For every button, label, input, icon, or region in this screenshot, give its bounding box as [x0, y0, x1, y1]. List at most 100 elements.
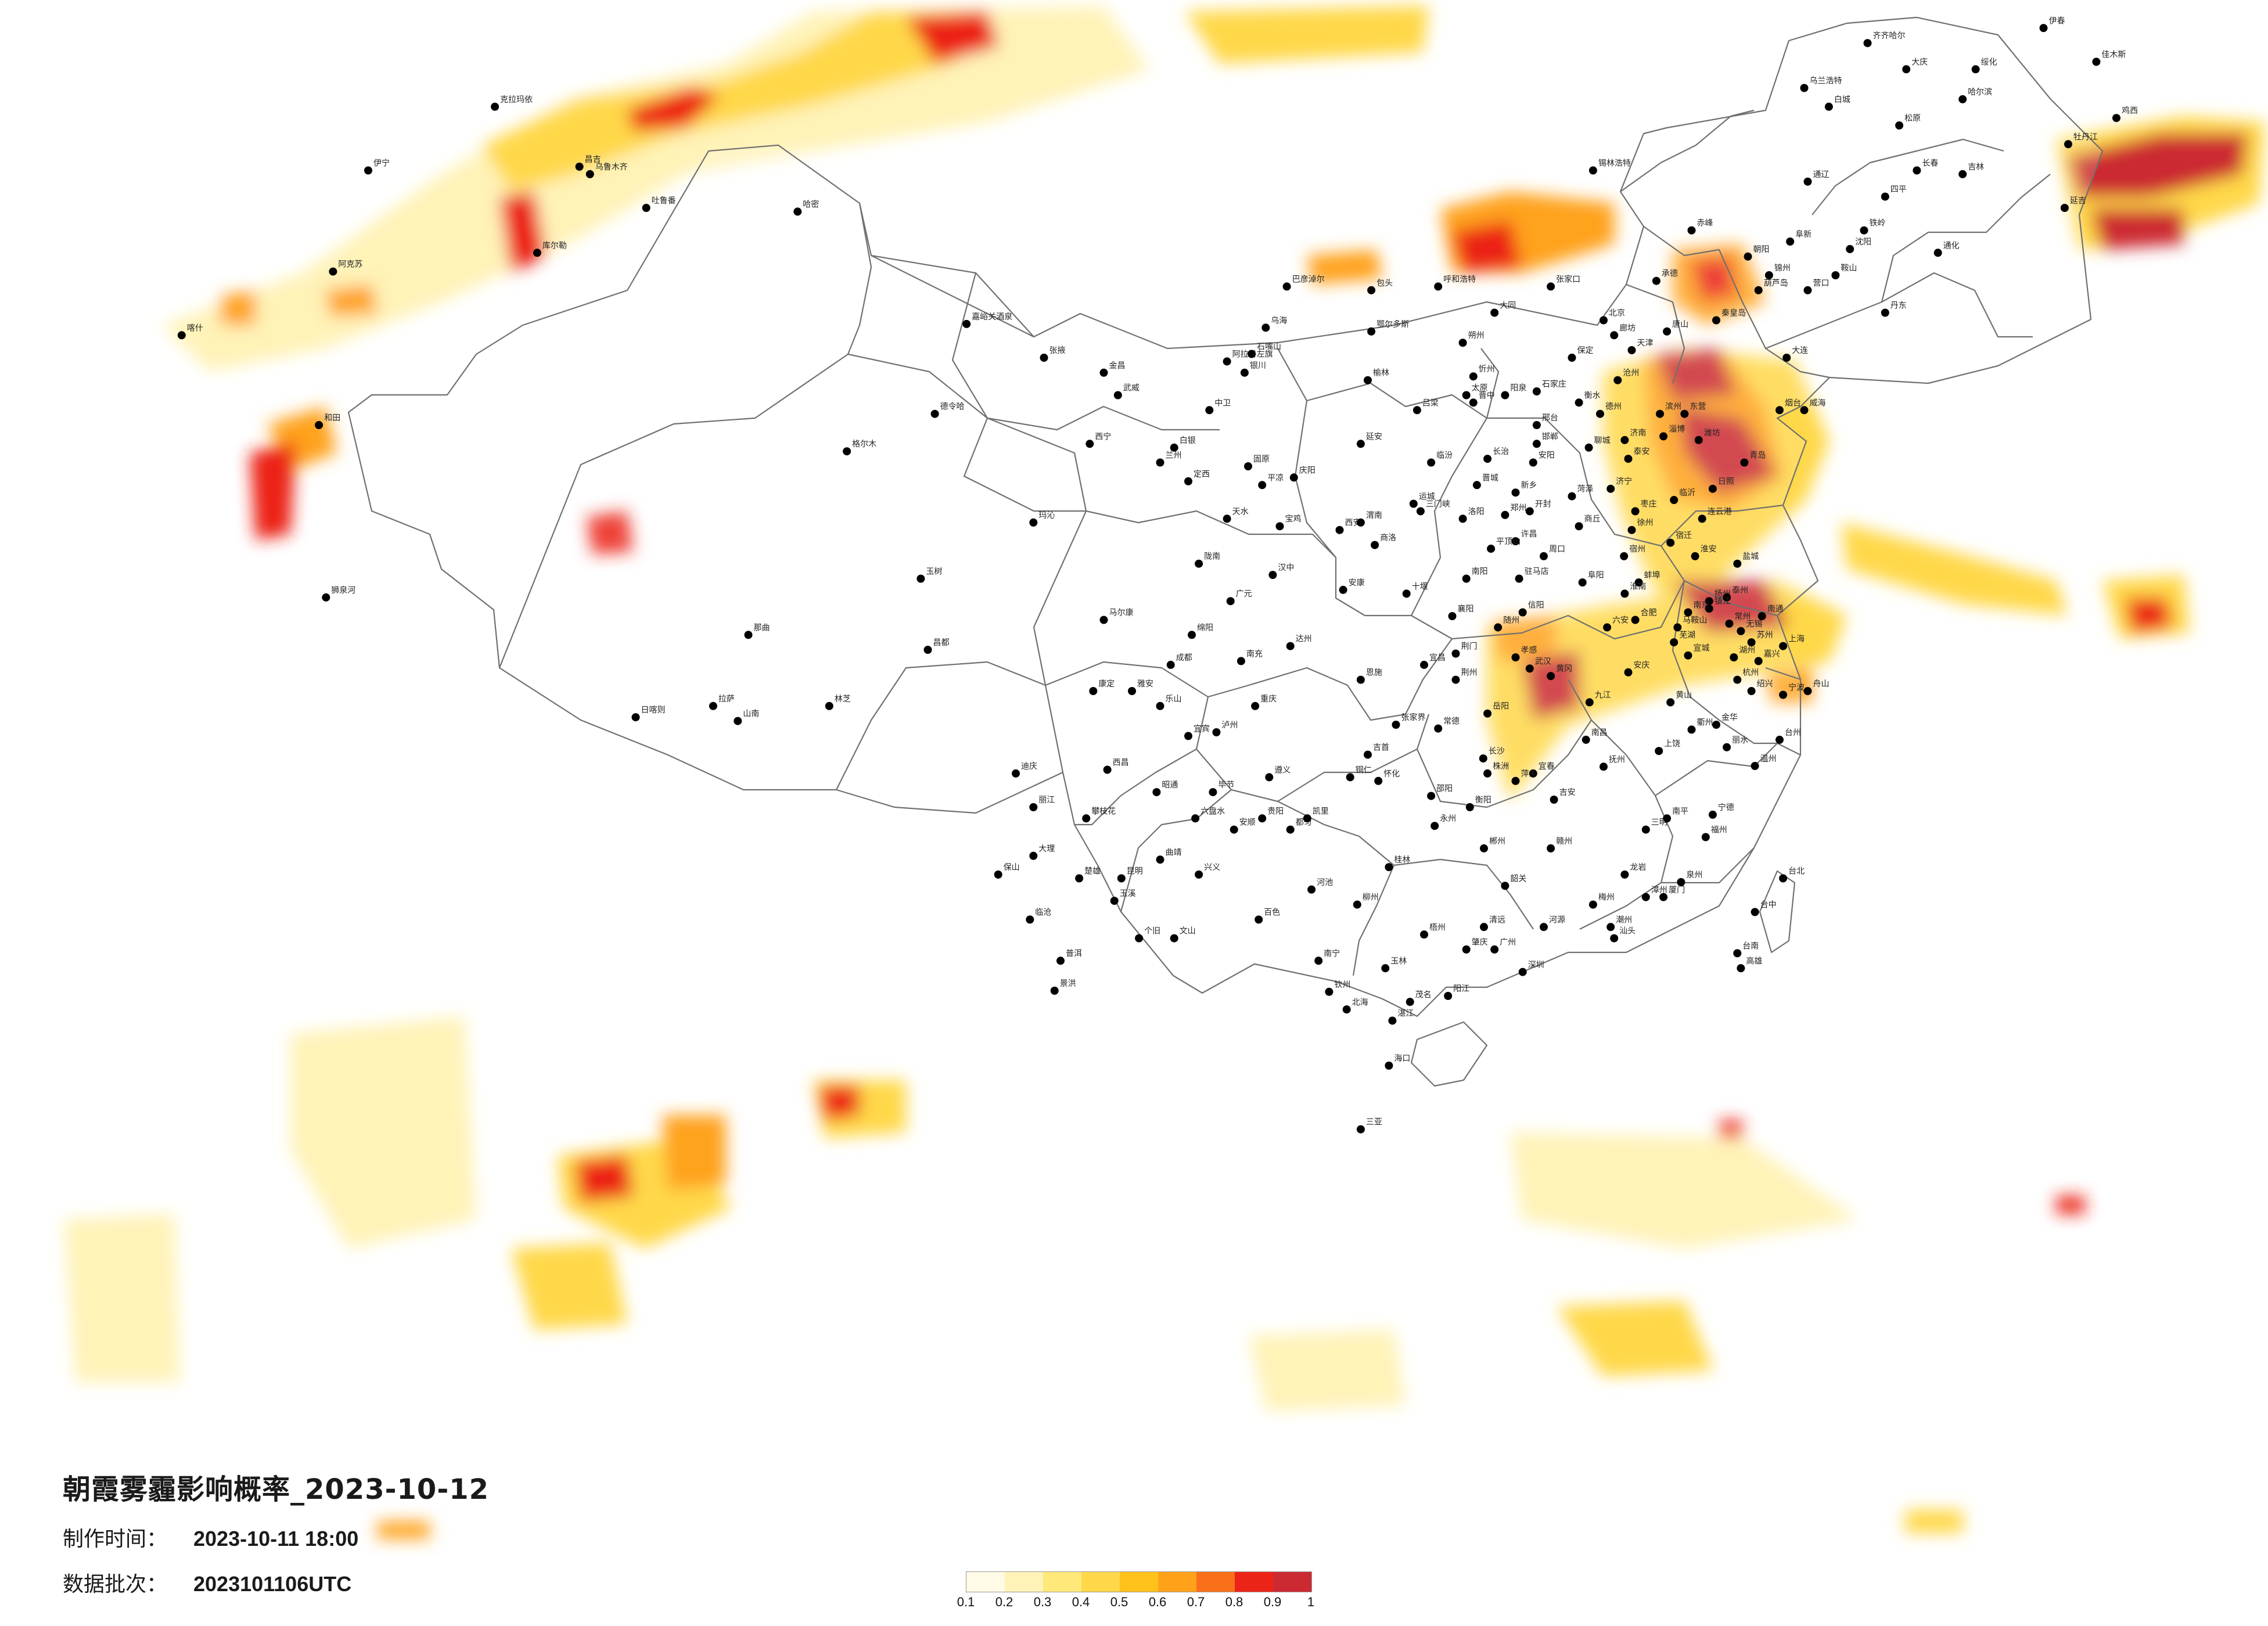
city-label: 临汾: [1436, 451, 1453, 461]
city-marker: [1480, 923, 1488, 931]
city-marker: [1089, 687, 1098, 695]
city-label: 商洛: [1380, 534, 1396, 543]
city-marker: [1881, 192, 1889, 201]
city-marker: [1803, 687, 1812, 695]
city-label: 台州: [1785, 728, 1801, 738]
city-label: 秦皇岛: [1721, 309, 1746, 318]
city-marker: [1385, 863, 1393, 872]
city-marker: [1631, 507, 1640, 516]
city-label: 营口: [1813, 279, 1830, 288]
city-label: 乌兰浩特: [1810, 77, 1842, 86]
city-marker: [1631, 616, 1640, 624]
city-marker: [533, 249, 541, 257]
legend-swatch: [1158, 1572, 1196, 1592]
city-label: 忻州: [1479, 365, 1495, 374]
haze-area: [1905, 1510, 1963, 1533]
city-marker: [1056, 956, 1065, 965]
city-marker: [1251, 702, 1260, 710]
made-time-label: 制作时间：: [63, 1527, 168, 1551]
city-label: 恩施: [1366, 668, 1382, 678]
city-marker: [1448, 612, 1457, 620]
city-marker: [1170, 443, 1178, 452]
city-marker: [1666, 538, 1675, 547]
city-marker: [2039, 24, 2048, 33]
city-label: 日照: [1718, 477, 1734, 487]
city-marker: [491, 102, 499, 111]
city-label: 普洱: [1066, 949, 1082, 958]
city-marker: [1730, 653, 1738, 661]
city-label: 宿州: [1629, 544, 1645, 554]
city-marker: [1487, 544, 1496, 553]
city-label: 河池: [1317, 878, 1333, 887]
city-label: 昭通: [1162, 780, 1178, 790]
city-marker: [1624, 455, 1633, 463]
city-label: 山南: [743, 710, 759, 719]
city-marker: [1620, 552, 1629, 560]
city-label: 那曲: [754, 623, 770, 632]
city-marker: [1694, 436, 1703, 444]
city-marker: [2064, 140, 2072, 149]
city-label: 榆林: [1373, 369, 1389, 378]
province-border: [1881, 174, 2051, 303]
city-marker: [1184, 477, 1192, 485]
city-label: 定西: [1194, 470, 1210, 479]
city-label: 赣州: [1556, 837, 1572, 846]
city-label: 淮南: [1630, 582, 1646, 591]
city-label: 泸州: [1221, 721, 1238, 730]
city-label: 邵阳: [1436, 785, 1453, 794]
city-marker: [1356, 1125, 1365, 1134]
city-label: 郴州: [1489, 837, 1505, 846]
map-info-block: 朝霞雾霾影响概率_2023-10-12 制作时间： 2023-10-11 18:0…: [63, 1466, 489, 1598]
city-marker: [1458, 339, 1467, 347]
city-marker: [1511, 653, 1520, 661]
haze-area: [1493, 616, 1557, 662]
city-marker: [1223, 515, 1231, 523]
haze-area: [1307, 250, 1382, 285]
city-label: 潮州: [1616, 915, 1632, 924]
city-marker: [1673, 623, 1682, 632]
legend-swatch: [966, 1572, 1005, 1592]
province-border: [1411, 348, 1500, 616]
city-marker: [1472, 481, 1481, 490]
city-label: 固原: [1253, 455, 1270, 464]
city-label: 楚雄: [1084, 867, 1101, 876]
haze-area: [378, 1521, 430, 1539]
province-border: [1684, 580, 1778, 617]
city-label: 肇庆: [1472, 938, 1488, 947]
city-label: 朝阳: [1753, 245, 1770, 254]
city-marker: [1754, 657, 1763, 665]
city-label: 上饶: [1664, 739, 1680, 749]
city-marker: [843, 447, 851, 456]
city-marker: [1691, 552, 1699, 560]
city-label: 宁波: [1788, 683, 1805, 693]
city-label: 新乡: [1521, 481, 1537, 490]
city-label: 随州: [1503, 616, 1519, 625]
city-marker: [1110, 897, 1119, 905]
city-label: 运城: [1419, 492, 1435, 502]
city-label: 许昌: [1521, 530, 1537, 539]
city-marker: [1501, 510, 1509, 519]
city-label: 抚州: [1609, 755, 1625, 764]
city-marker: [1026, 915, 1034, 924]
city-marker: [1307, 885, 1316, 894]
city-marker: [1575, 398, 1583, 407]
province-border: [1074, 749, 1197, 826]
city-marker: [1050, 987, 1059, 995]
province-border: [1811, 138, 2004, 215]
city-marker: [1356, 675, 1365, 684]
city-label: 昆明: [1127, 867, 1143, 876]
city-label: 西昌: [1113, 758, 1129, 768]
city-label: 合肥: [1641, 609, 1657, 618]
city-label: 嘉峪关酒泉: [972, 312, 1012, 322]
city-label: 狮泉河: [331, 585, 355, 595]
city-label: 三亚: [1366, 1118, 1382, 1127]
city-marker: [1518, 967, 1527, 976]
city-label: 永州: [1440, 814, 1456, 823]
city-label: 泰安: [1634, 447, 1650, 456]
city-label: 台中: [1760, 901, 1777, 910]
city-label: 雅安: [1137, 679, 1153, 689]
city-label: 六安: [1612, 616, 1629, 625]
city-label: 无锡: [1746, 620, 1762, 629]
city-marker: [1603, 623, 1612, 632]
haze-area: [1452, 221, 1522, 273]
